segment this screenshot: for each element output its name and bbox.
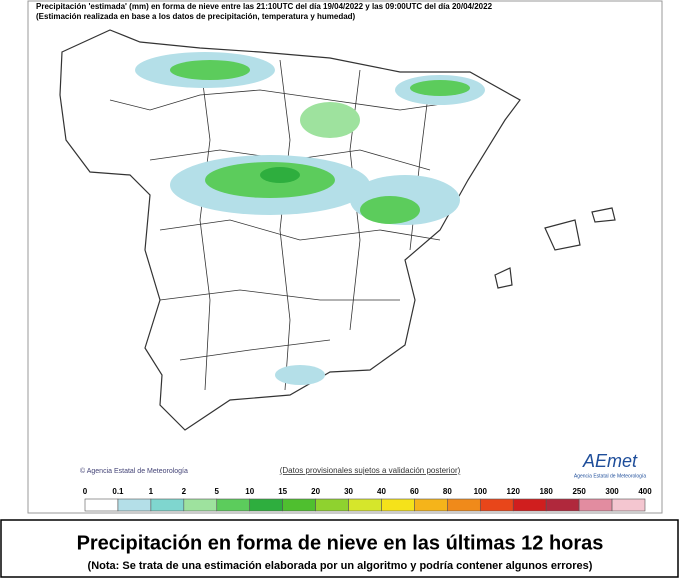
credit: © Agencia Estatal de Meteorología: [80, 467, 188, 475]
header-line: (Estimación realizada en base a los dato…: [36, 12, 356, 21]
header-line: Precipitación 'estimada' (mm) en forma d…: [36, 2, 493, 11]
legend-label: 300: [605, 487, 619, 496]
legend-swatch: [216, 498, 251, 512]
legend: 0 0.1 1 2 5 10 15 20 30 40 60 80 100 120 180 250 300 400: [83, 487, 652, 512]
legend-swatch: [348, 498, 382, 512]
legend-swatch: [381, 498, 415, 512]
legend-swatch: [315, 498, 349, 512]
legend-swatch: [545, 498, 580, 512]
legend-swatch: [84, 498, 119, 512]
legend-label: 0: [83, 487, 88, 496]
legend-swatch: [578, 498, 613, 512]
legend-label: 100: [474, 487, 488, 496]
legend-label: 5: [215, 487, 220, 496]
legend-swatch: [479, 498, 514, 512]
legend-swatch: [150, 498, 185, 512]
legend-label: 60: [410, 487, 419, 496]
footer-box: [0, 519, 679, 578]
legend-label: 30: [344, 487, 353, 496]
legend-label: 2: [182, 487, 187, 496]
legend-label: 20: [311, 487, 320, 496]
balearic: [494, 207, 616, 289]
legend-label: 80: [443, 487, 452, 496]
snow-areas: [135, 52, 485, 385]
legend-swatch: [183, 498, 218, 512]
legend-label: 15: [278, 487, 287, 496]
legend-label: 400: [638, 487, 652, 496]
peninsula: [59, 29, 521, 431]
legend-label: 250: [572, 487, 586, 496]
footer-note: (Nota: Se trata de una estimación elabor…: [88, 560, 593, 572]
legend-label: 1: [149, 487, 154, 496]
disclaimer: (Datos provisionales sujetos a validació…: [280, 466, 461, 475]
legend-swatch: [611, 498, 646, 512]
legend-label: 120: [507, 487, 521, 496]
legend-swatch: [447, 498, 481, 512]
legend-label: 40: [377, 487, 386, 496]
legend-swatch: [117, 498, 152, 512]
legend-swatch: [512, 498, 547, 512]
logo-caption: Agencia Estatal de Meteorología: [574, 473, 646, 479]
logo: AEmet: [582, 451, 638, 471]
legend-label: 0.1: [112, 487, 124, 496]
legend-swatch: [414, 498, 448, 512]
legend-swatch: [249, 498, 283, 512]
map: [59, 29, 616, 431]
province-borders: [109, 59, 471, 391]
legend-label: 10: [245, 487, 254, 496]
legend-swatch: [282, 498, 316, 512]
footer-title: Precipitación en forma de nieve en las ú…: [77, 532, 604, 554]
legend-label: 180: [539, 487, 553, 496]
